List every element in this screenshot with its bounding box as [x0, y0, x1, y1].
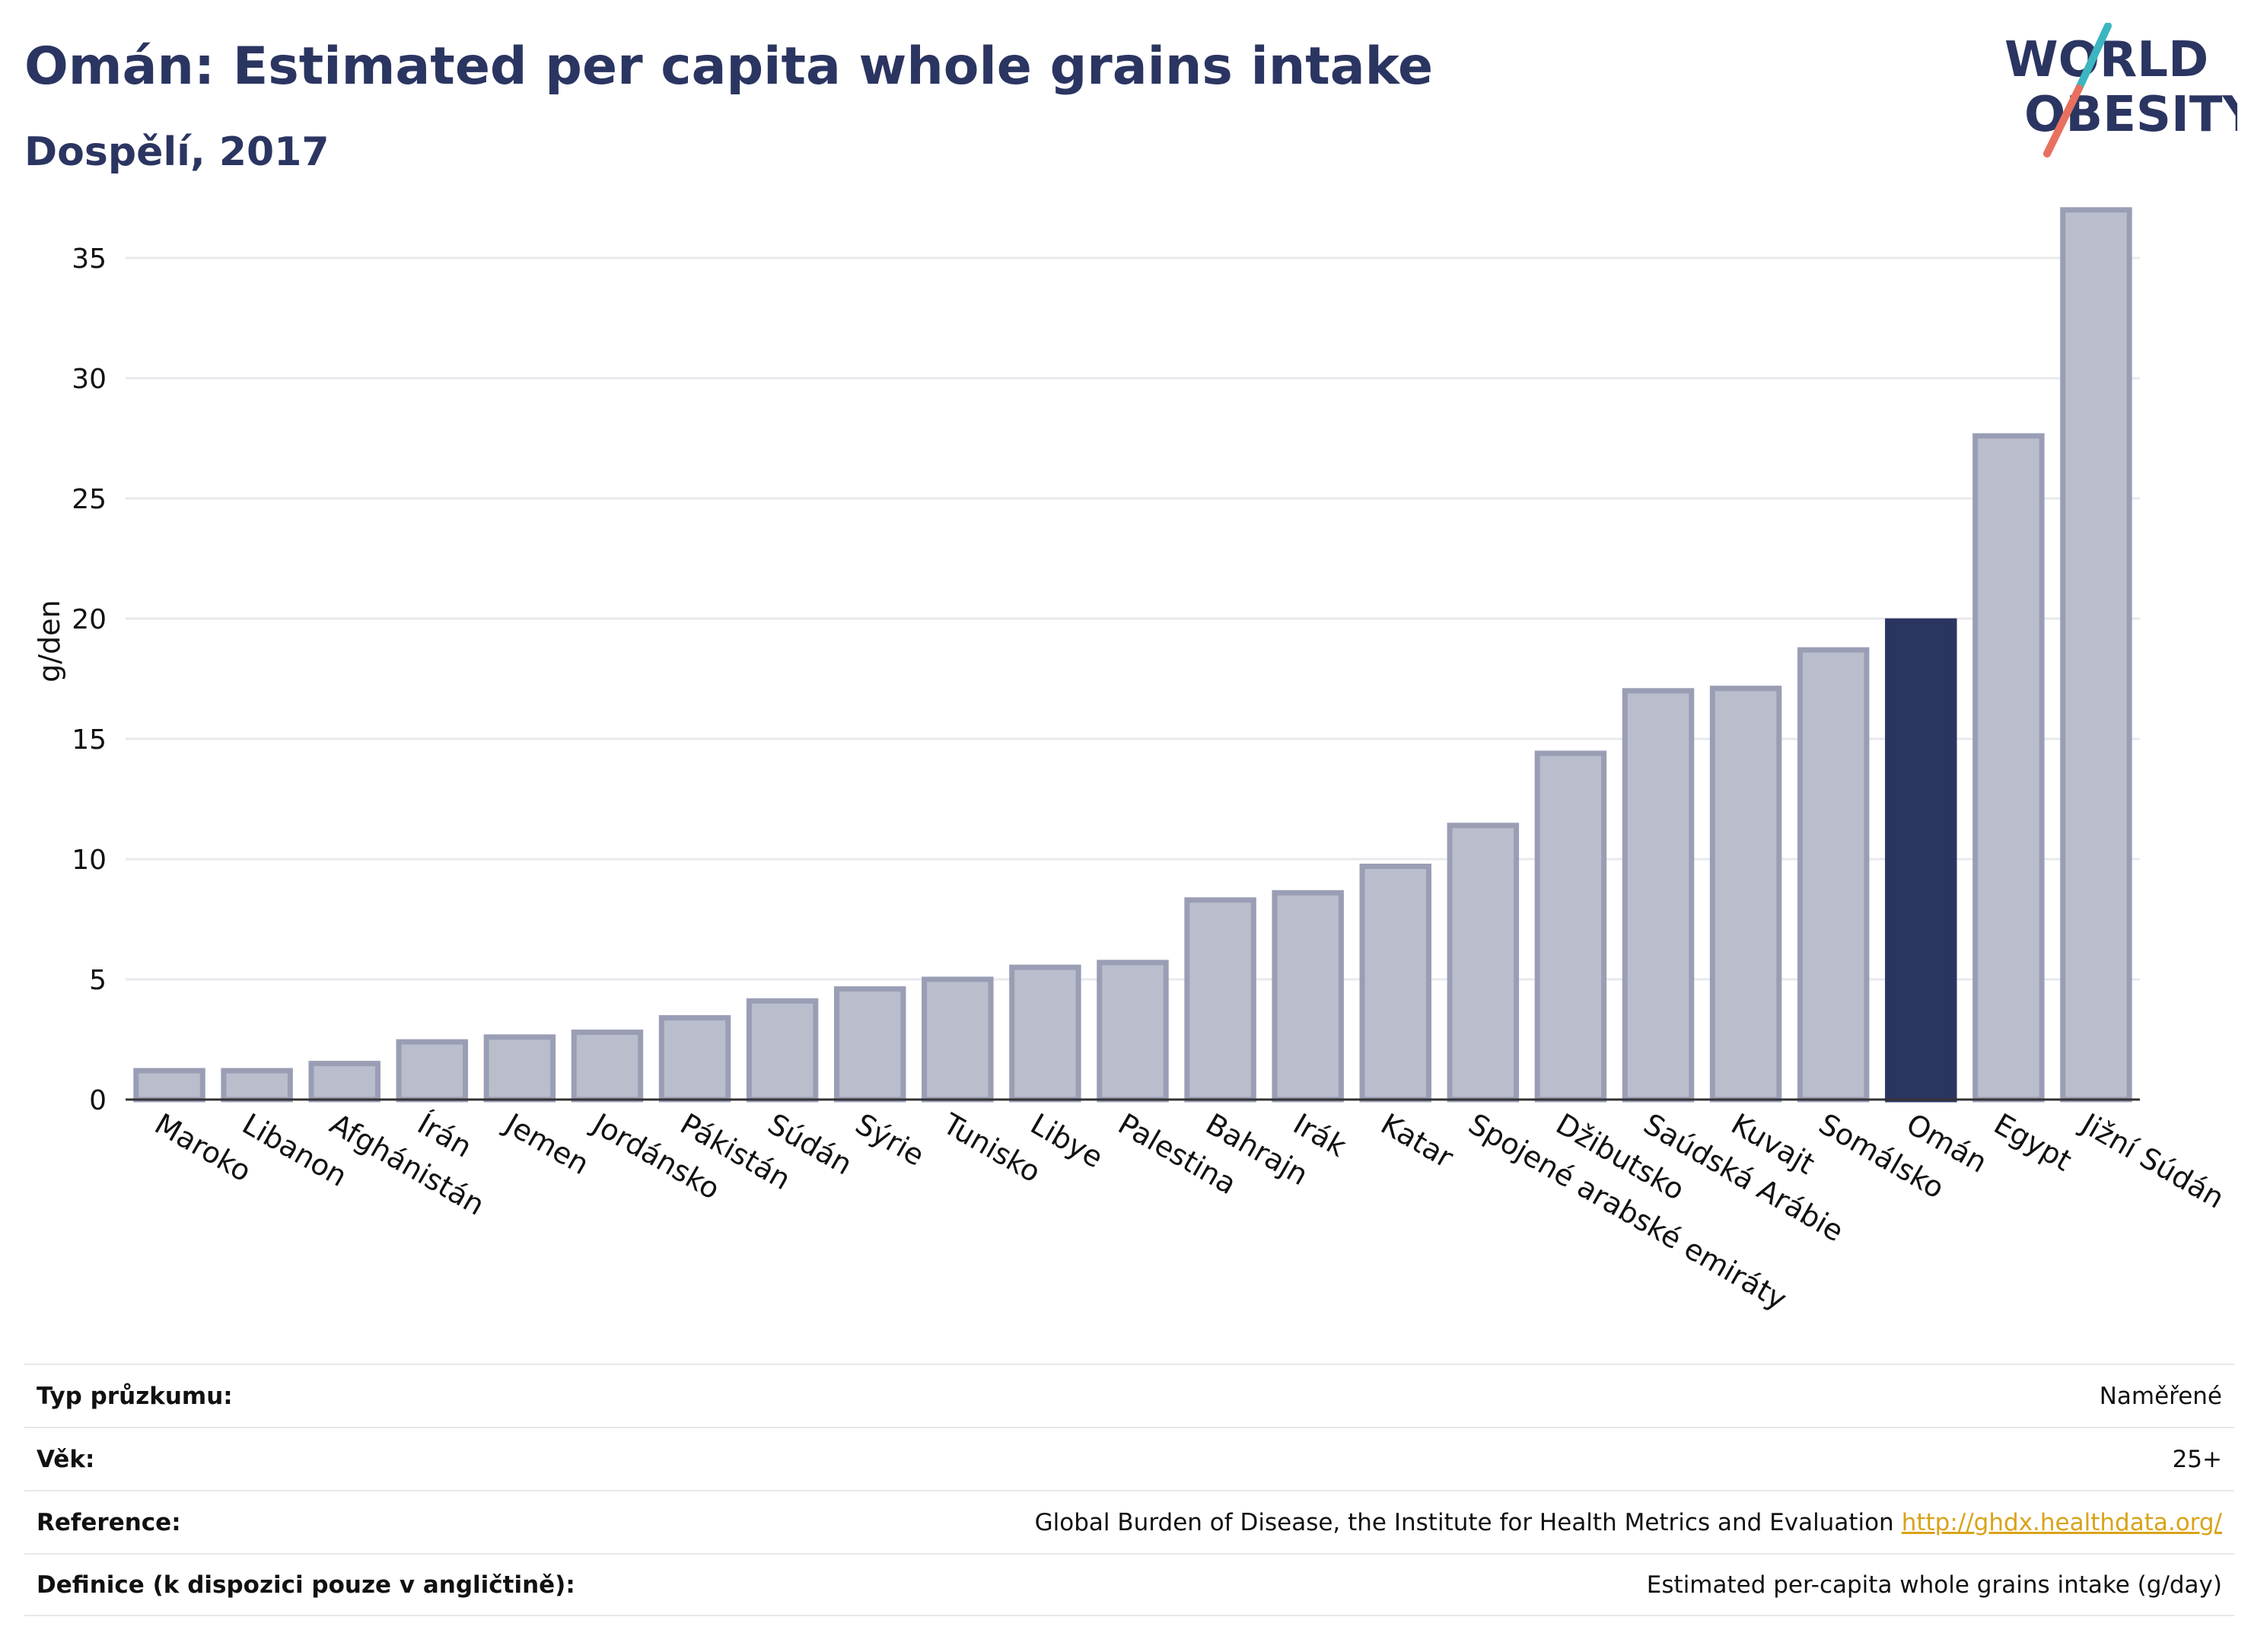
- bar: [1885, 618, 1957, 1103]
- meta-value: Estimated per-capita whole grains intake…: [1646, 1571, 2222, 1599]
- bars: [133, 207, 2132, 1103]
- bar: [1184, 897, 1256, 1103]
- meta-value: Naměřené: [2099, 1382, 2222, 1410]
- bar: [1797, 647, 1870, 1103]
- y-tick-label: 5: [89, 965, 107, 996]
- bar: [221, 1068, 293, 1103]
- bar: [133, 1068, 205, 1103]
- meta-row-survey-type: Typ průzkumu: Naměřené: [24, 1364, 2234, 1427]
- bar: [1009, 964, 1081, 1103]
- x-tick-label: Tunisko: [937, 1106, 1046, 1189]
- x-tick-label: Sýrie: [850, 1107, 930, 1173]
- bar: [1709, 686, 1782, 1103]
- chart-title: Omán: Estimated per capita whole grains …: [24, 37, 1434, 97]
- bar: [834, 986, 906, 1103]
- bar: [396, 1039, 469, 1103]
- meta-label: Věk:: [37, 1445, 95, 1473]
- chart-subtitle: Dospělí, 2017: [24, 129, 330, 175]
- bar: [1622, 688, 1695, 1103]
- meta-label: Typ průzkumu:: [37, 1382, 233, 1410]
- y-tick-label: 25: [72, 484, 107, 515]
- y-tick-label: 0: [89, 1085, 107, 1116]
- logo-slash-top: [2075, 23, 2112, 92]
- meta-row-reference: Reference: Global Burden of Disease, the…: [24, 1490, 2234, 1553]
- metadata-table: Typ průzkumu: Naměřené Věk: 25+ Referenc…: [24, 1364, 2234, 1616]
- bar-chart: 0 5 10 15 20 25 30 35 MarokoLibanonAfghánistánÍ…: [33, 207, 2230, 1316]
- reference-text: Global Burden of Disease, the Institute …: [1034, 1508, 1894, 1536]
- bar: [1359, 863, 1431, 1103]
- bar: [1272, 890, 1344, 1103]
- bar: [1097, 960, 1169, 1103]
- bar: [2060, 207, 2132, 1103]
- x-tick-label: Katar: [1375, 1107, 1459, 1175]
- meta-value: 25+: [2172, 1445, 2222, 1473]
- logo-slash-bottom: [2043, 84, 2083, 158]
- x-tick-label: Egypt: [1988, 1107, 2077, 1178]
- bar: [308, 1061, 380, 1103]
- reference-link[interactable]: http://ghdx.healthdata.org/: [1901, 1508, 2222, 1536]
- bar: [1972, 433, 2045, 1103]
- y-tick-label: 10: [72, 845, 107, 876]
- y-tick-label: 35: [72, 244, 107, 275]
- world-obesity-logo: WORLD OBESITY: [2004, 23, 2237, 158]
- y-tick-label: 30: [72, 364, 107, 395]
- meta-row-definition: Definice (k dispozici pouze v angličtině…: [24, 1553, 2234, 1616]
- meta-label: Reference:: [37, 1508, 181, 1536]
- bar: [746, 998, 819, 1103]
- meta-label: Definice (k dispozici pouze v angličtině…: [37, 1571, 575, 1599]
- meta-value-reference: Global Burden of Disease, the Institute …: [1035, 1509, 2222, 1536]
- bar: [571, 1030, 644, 1103]
- y-tick-label: 20: [72, 604, 107, 635]
- y-axis-label: g/den: [33, 600, 66, 683]
- y-axis-ticks: 0 5 10 15 20 25 30 35: [72, 244, 107, 1116]
- x-tick-label: Maroko: [149, 1107, 257, 1189]
- bar: [658, 1015, 731, 1103]
- bar: [922, 976, 994, 1103]
- bar: [1447, 823, 1520, 1103]
- x-tick-label: Jemen: [498, 1106, 595, 1182]
- bar: [483, 1034, 556, 1103]
- logo-text-world: WORLD: [2004, 32, 2208, 88]
- meta-row-age: Věk: 25+: [24, 1427, 2234, 1490]
- bar: [1534, 750, 1607, 1103]
- y-tick-label: 15: [72, 724, 107, 756]
- x-tick-label: Jižní Súdán: [2074, 1106, 2230, 1215]
